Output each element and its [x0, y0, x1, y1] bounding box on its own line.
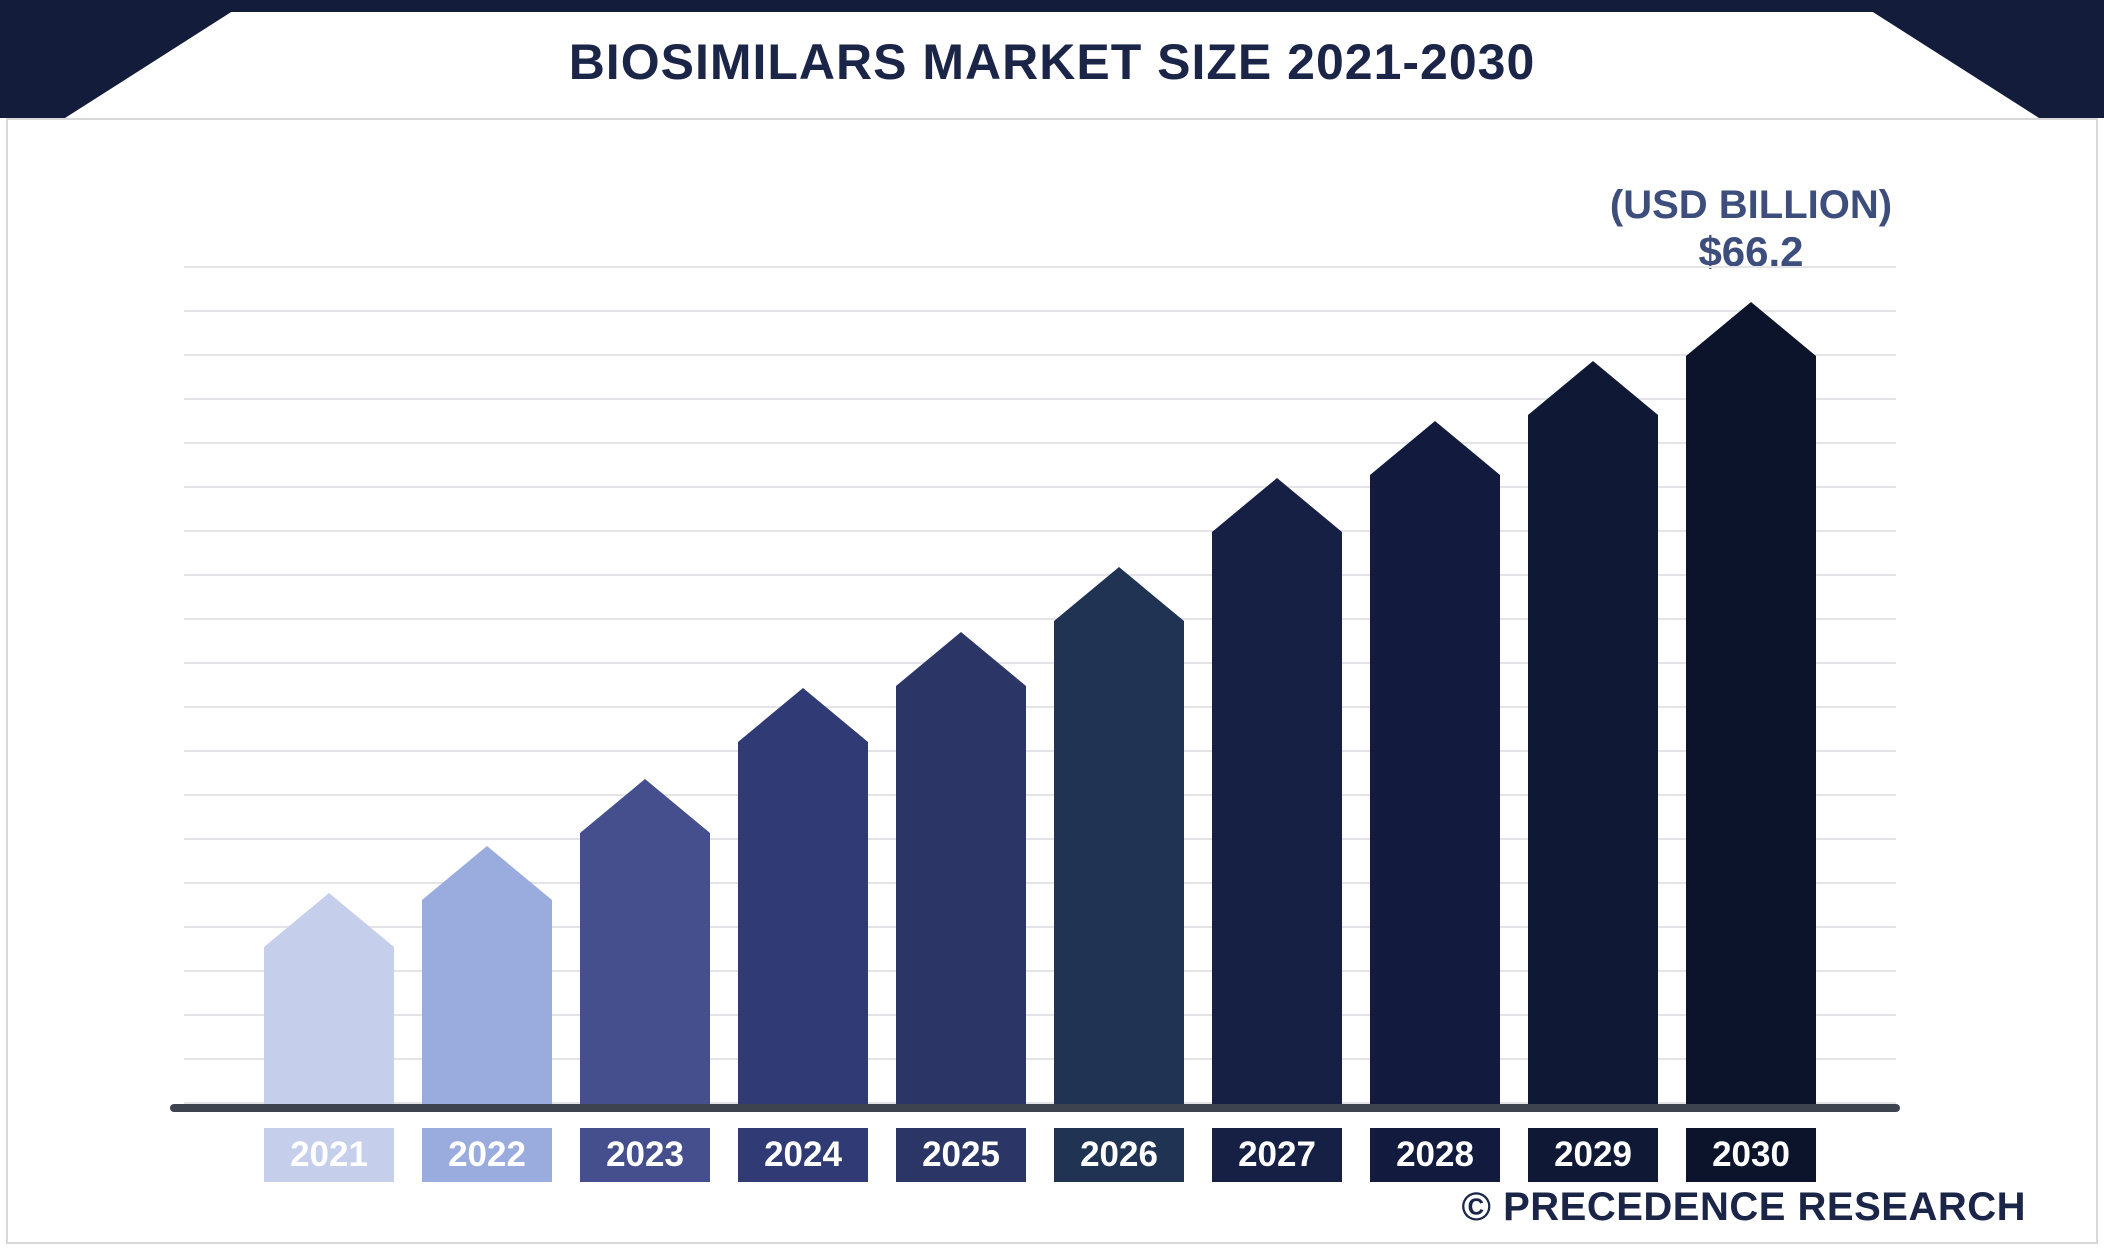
axis-label-2030: 2030 — [1686, 1128, 1816, 1182]
page-title: BIOSIMILARS MARKET SIZE 2021-2030 — [568, 34, 1536, 90]
axis-label-2028: 2028 — [1370, 1128, 1500, 1182]
axis-label-2029: 2029 — [1528, 1128, 1658, 1182]
bar-2028 — [1370, 421, 1500, 1104]
banner-top-strip — [0, 0, 2104, 12]
bar-2021 — [264, 893, 394, 1104]
axis-label-2022: 2022 — [422, 1128, 552, 1182]
axis-label-2025: 2025 — [896, 1128, 1026, 1182]
bar-2027 — [1212, 478, 1342, 1104]
bar-2025 — [896, 632, 1026, 1104]
bar-2022 — [422, 846, 552, 1104]
value-annotation: (USD BILLION) $66.2 — [1551, 182, 1951, 276]
bar-2030 — [1686, 302, 1816, 1104]
plot-area — [184, 266, 1896, 1104]
watermark: © PRECEDENCE RESEARCH — [1461, 1185, 2026, 1229]
unit-label: (USD BILLION) — [1609, 183, 1893, 227]
bar-2026 — [1054, 567, 1184, 1104]
chart-area: (USD BILLION) $66.2 2021 2022 2023 2024 2025… — [6, 118, 2098, 1244]
axis-labels: 2021 2022 2023 2024 2025 2026 2027 2028 2029 2030 — [184, 1128, 1896, 1182]
bar-2023 — [580, 779, 710, 1104]
bar-2024 — [738, 688, 868, 1104]
x-axis-baseline — [170, 1104, 1900, 1112]
axis-label-2026: 2026 — [1054, 1128, 1184, 1182]
axis-label-2024: 2024 — [738, 1128, 868, 1182]
axis-label-2027: 2027 — [1212, 1128, 1342, 1182]
axis-label-2021: 2021 — [264, 1128, 394, 1182]
plot-bars — [184, 302, 1896, 1104]
bar-2029 — [1528, 361, 1658, 1104]
axis-label-2023: 2023 — [580, 1128, 710, 1182]
title-banner: BIOSIMILARS MARKET SIZE 2021-2030 — [0, 0, 2104, 118]
